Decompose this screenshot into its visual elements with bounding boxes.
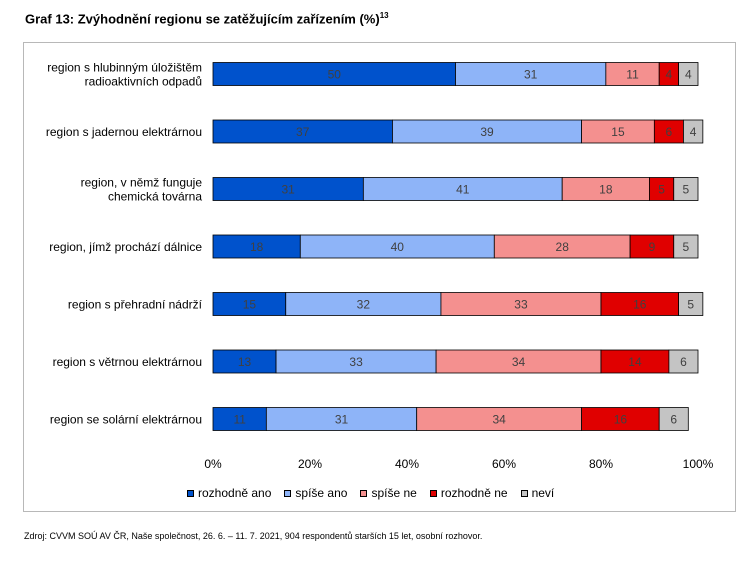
x-tick-label: 20% bbox=[298, 457, 322, 471]
category-label: region s větrnou elektrárnou bbox=[53, 355, 202, 369]
legend-swatch bbox=[284, 489, 292, 497]
bar-value-label: 6 bbox=[680, 355, 687, 369]
x-tick-label: 80% bbox=[589, 457, 613, 471]
bar-value-label: 34 bbox=[492, 413, 506, 427]
bar-value-label: 16 bbox=[614, 413, 628, 427]
x-tick-label: 40% bbox=[395, 457, 419, 471]
bar-value-label: 31 bbox=[335, 413, 349, 427]
source-note: Zdroj: CVVM SOÚ AV ČR, Naše společnost, … bbox=[24, 531, 483, 541]
bar-value-label: 40 bbox=[391, 240, 405, 254]
bar-segment bbox=[668, 349, 699, 374]
legend-label: rozhodně ano bbox=[198, 486, 272, 500]
legend-item: spíše ano bbox=[284, 486, 347, 500]
legend-label: spíše ne bbox=[371, 486, 417, 500]
bar-value-label: 28 bbox=[556, 240, 570, 254]
x-tick-label: 60% bbox=[492, 457, 516, 471]
bar-value-label: 18 bbox=[250, 240, 264, 254]
bar-value-label: 18 bbox=[599, 183, 613, 197]
bar-value-label: 5 bbox=[683, 240, 690, 254]
bar-value-label: 4 bbox=[685, 68, 692, 82]
legend-item: rozhodně ne bbox=[429, 486, 508, 500]
legend-item: neví bbox=[520, 486, 555, 500]
bar-value-label: 4 bbox=[666, 68, 673, 82]
chart-title: Graf 13: Zvýhodnění regionu se zatěžujíc… bbox=[25, 11, 389, 27]
bar-value-label: 5 bbox=[687, 298, 694, 312]
bar-value-label: 5 bbox=[683, 183, 690, 197]
legend-swatch bbox=[187, 489, 194, 497]
category-label: region s přehradní nádrží bbox=[68, 298, 203, 312]
bar-value-label: 11 bbox=[233, 413, 246, 427]
bar-value-label: 14 bbox=[628, 355, 642, 369]
x-tick-label: 0% bbox=[204, 457, 222, 471]
title-footnote-ref: 13 bbox=[379, 11, 389, 20]
bar-value-label: 6 bbox=[670, 413, 677, 427]
bar-value-label: 6 bbox=[666, 125, 673, 139]
chart-legend: rozhodně ano spíše ano spíše ne rozhodně ne… bbox=[187, 485, 567, 501]
category-label: region, jímž prochází dálnice bbox=[49, 240, 202, 254]
bar-value-label: 50 bbox=[328, 68, 342, 82]
category-label: region s hlubinným úložištěm bbox=[47, 61, 202, 75]
category-label: region s jadernou elektrárnou bbox=[46, 125, 202, 139]
category-label: region, v němž funguje bbox=[81, 176, 203, 190]
bar-segment bbox=[678, 292, 704, 316]
bar-value-label: 33 bbox=[349, 355, 363, 369]
bar-value-label: 34 bbox=[512, 355, 526, 369]
bar-value-label: 11 bbox=[626, 68, 639, 82]
bar-segment bbox=[678, 62, 699, 86]
legend-label: neví bbox=[531, 486, 555, 500]
bar-segment bbox=[673, 177, 699, 201]
x-tick-label: 100% bbox=[683, 457, 714, 471]
legend-swatch bbox=[360, 489, 368, 497]
bar-value-label: 33 bbox=[514, 298, 528, 312]
bar-value-label: 15 bbox=[243, 298, 257, 312]
category-label: region se solární elektrárnou bbox=[50, 413, 202, 427]
bar-value-label: 41 bbox=[456, 183, 470, 197]
bar-value-label: 9 bbox=[649, 240, 656, 254]
legend-label: spíše ano bbox=[295, 486, 348, 500]
bar-value-label: 37 bbox=[296, 125, 310, 139]
legend-item: spíše ne bbox=[360, 486, 417, 500]
bar-value-label: 31 bbox=[281, 183, 295, 197]
bar-segment bbox=[683, 119, 704, 144]
bar-value-label: 31 bbox=[524, 68, 538, 82]
category-label: radioaktivních odpadů bbox=[85, 75, 202, 89]
legend-swatch bbox=[520, 489, 528, 497]
bar-segment bbox=[673, 234, 699, 259]
bar-value-label: 13 bbox=[238, 355, 252, 369]
legend-swatch bbox=[429, 489, 437, 497]
bar-value-label: 5 bbox=[658, 183, 665, 197]
bar-value-label: 32 bbox=[357, 298, 371, 312]
bar-value-label: 39 bbox=[480, 125, 494, 139]
bar-segment bbox=[658, 407, 689, 431]
bar-value-label: 16 bbox=[633, 298, 647, 312]
legend-item: rozhodně ano bbox=[187, 486, 271, 500]
bar-value-label: 4 bbox=[690, 125, 697, 139]
chart-frame bbox=[23, 42, 736, 512]
legend-label: rozhodně ne bbox=[440, 486, 508, 500]
bar-value-label: 15 bbox=[611, 125, 625, 139]
category-label: chemická továrna bbox=[108, 190, 202, 204]
